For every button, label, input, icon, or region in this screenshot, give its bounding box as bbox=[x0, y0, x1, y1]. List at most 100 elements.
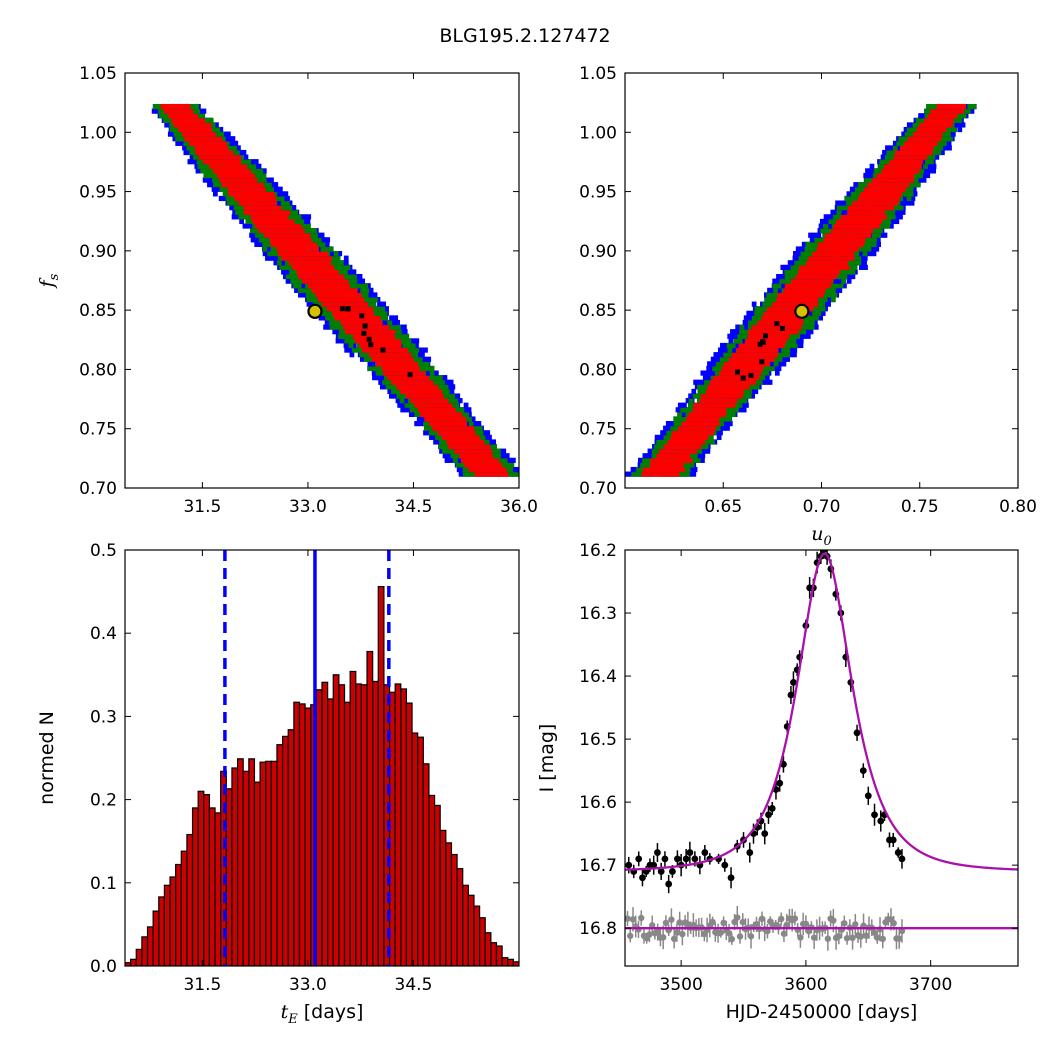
confidence-cell-1-sigma bbox=[168, 113, 174, 119]
confidence-cell-2-sigma bbox=[654, 443, 659, 450]
confidence-cell-2-sigma bbox=[257, 172, 263, 179]
confidence-cell-1-sigma bbox=[373, 319, 379, 326]
confidence-cell-3-sigma bbox=[189, 154, 195, 160]
confidence-cell-2-sigma bbox=[298, 278, 304, 284]
confidence-cell-1-sigma bbox=[420, 411, 425, 418]
confidence-cell-1-sigma bbox=[279, 223, 285, 229]
confidence-cell-1-sigma bbox=[297, 232, 303, 238]
confidence-cell-2-sigma bbox=[292, 283, 298, 289]
confidence-cell-1-sigma bbox=[430, 407, 436, 413]
confidence-cell-1-sigma bbox=[160, 103, 166, 110]
confidence-cell-2-sigma bbox=[631, 471, 637, 477]
confidence-cell-1-sigma bbox=[309, 269, 314, 275]
confidence-cell-1-sigma bbox=[470, 448, 476, 454]
confidence-cell-2-sigma bbox=[754, 384, 760, 390]
confidence-cell-1-sigma bbox=[322, 260, 327, 266]
confidence-cell-2-sigma bbox=[224, 140, 230, 146]
confidence-cell-2-sigma bbox=[431, 379, 437, 385]
confidence-cell-2-sigma bbox=[791, 333, 796, 339]
confidence-cell-1-sigma bbox=[731, 370, 737, 376]
confidence-cell-1-sigma bbox=[813, 296, 819, 303]
confidence-cell-1-sigma bbox=[172, 113, 178, 119]
confidence-cell-2-sigma bbox=[705, 439, 711, 445]
confidence-cell-2-sigma bbox=[350, 283, 356, 289]
confidence-cell-3-sigma bbox=[222, 195, 228, 202]
confidence-cell-3-sigma bbox=[776, 278, 782, 284]
confidence-cell-2-sigma bbox=[802, 260, 808, 266]
confidence-cell-3-sigma bbox=[457, 457, 462, 463]
confidence-cell-2-sigma bbox=[421, 365, 427, 372]
confidence-cell-1-sigma bbox=[713, 411, 718, 418]
sample-cell bbox=[366, 336, 372, 342]
confidence-cell-2-sigma bbox=[163, 117, 168, 123]
confidence-cell-1-sigma bbox=[671, 448, 677, 454]
confidence-cell-3-sigma bbox=[395, 398, 401, 404]
confidence-cell-1-sigma bbox=[717, 375, 723, 381]
confidence-cell-1-sigma bbox=[233, 172, 239, 179]
confidence-cell-1-sigma bbox=[780, 301, 786, 307]
confidence-cell-1-sigma bbox=[738, 365, 743, 372]
confidence-cell-3-sigma bbox=[277, 186, 283, 192]
confidence-cell-1-sigma bbox=[211, 145, 216, 151]
confidence-cell-1-sigma bbox=[721, 411, 727, 418]
confidence-cell-3-sigma bbox=[701, 379, 707, 385]
confidence-cell-1-sigma bbox=[188, 140, 194, 146]
confidence-cell-1-sigma bbox=[398, 365, 404, 372]
confidence-cell-3-sigma bbox=[511, 457, 516, 463]
confidence-cell-1-sigma bbox=[394, 352, 399, 358]
confidence-cell-1-sigma bbox=[809, 283, 815, 289]
confidence-cell-1-sigma bbox=[355, 306, 361, 312]
confidence-cell-3-sigma bbox=[275, 200, 281, 206]
confidence-cell-1-sigma bbox=[717, 411, 722, 418]
confidence-cell-1-sigma bbox=[747, 333, 753, 339]
confidence-cell-2-sigma bbox=[276, 260, 282, 266]
confidence-cell-1-sigma bbox=[285, 218, 291, 225]
confidence-cell-1-sigma bbox=[699, 434, 705, 440]
confidence-cell-1-sigma bbox=[458, 439, 464, 445]
confidence-cell-2-sigma bbox=[158, 108, 163, 114]
confidence-cell-1-sigma bbox=[777, 329, 782, 335]
confidence-cell-1-sigma bbox=[409, 393, 415, 399]
confidence-cell-1-sigma bbox=[424, 416, 429, 422]
confidence-cell-2-sigma bbox=[254, 168, 259, 174]
confidence-cell-1-sigma bbox=[300, 264, 306, 270]
confidence-cell-1-sigma bbox=[472, 466, 478, 473]
confidence-cell-2-sigma bbox=[211, 172, 217, 179]
confidence-cell-2-sigma bbox=[204, 117, 210, 123]
confidence-cell-2-sigma bbox=[316, 237, 322, 243]
confidence-cell-3-sigma bbox=[760, 301, 765, 307]
confidence-cell-2-sigma bbox=[784, 269, 790, 275]
confidence-cell-1-sigma bbox=[294, 237, 300, 243]
confidence-cell-1-sigma bbox=[347, 324, 353, 330]
confidence-cell-1-sigma bbox=[356, 333, 362, 339]
confidence-cell-1-sigma bbox=[356, 292, 362, 298]
confidence-cell-2-sigma bbox=[439, 384, 445, 390]
confidence-cell-3-sigma bbox=[225, 131, 231, 137]
confidence-cell-1-sigma bbox=[408, 388, 414, 395]
confidence-cell-3-sigma bbox=[377, 301, 382, 307]
confidence-cell-2-sigma bbox=[787, 338, 793, 344]
confidence-cell-1-sigma bbox=[184, 108, 190, 114]
confidence-cell-1-sigma bbox=[267, 214, 272, 220]
confidence-cell-1-sigma bbox=[656, 453, 662, 459]
confidence-cell-2-sigma bbox=[295, 218, 300, 225]
confidence-cell-2-sigma bbox=[279, 195, 285, 202]
confidence-cell-2-sigma bbox=[805, 324, 811, 330]
confidence-cell-1-sigma bbox=[753, 338, 758, 344]
confidence-cell-1-sigma bbox=[765, 319, 771, 326]
confidence-cell-2-sigma bbox=[333, 251, 339, 257]
confidence-cell-2-sigma bbox=[302, 287, 307, 293]
confidence-cell-2-sigma bbox=[219, 131, 225, 137]
confidence-cell-2-sigma bbox=[704, 379, 709, 385]
confidence-cell-2-sigma bbox=[435, 434, 440, 440]
confidence-cell-1-sigma bbox=[345, 329, 350, 335]
confidence-cell-2-sigma bbox=[363, 352, 369, 358]
confidence-cell-3-sigma bbox=[787, 352, 793, 358]
confidence-cell-1-sigma bbox=[475, 434, 480, 440]
confidence-cell-2-sigma bbox=[380, 306, 386, 312]
confidence-cell-1-sigma bbox=[684, 443, 689, 450]
confidence-cell-3-sigma bbox=[384, 306, 389, 312]
confidence-cell-1-sigma bbox=[452, 443, 458, 450]
confidence-cell-3-sigma bbox=[425, 370, 431, 376]
confidence-cell-1-sigma bbox=[748, 352, 754, 358]
